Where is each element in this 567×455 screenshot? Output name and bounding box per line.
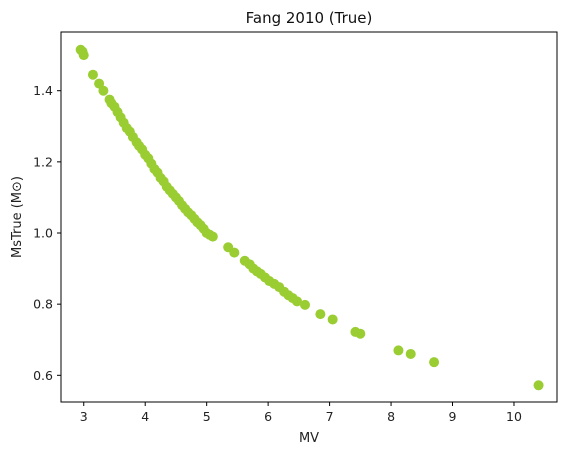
data-point [429,357,440,368]
data-point [327,314,338,325]
y-axis: 0.6 0.8 1.0 1.2 1.4 [33,83,61,383]
data-point [98,85,109,96]
x-tick-label: 4 [141,409,149,424]
data-point [315,309,326,320]
y-tick-label: 1.2 [33,154,53,169]
data-point [405,348,416,359]
data-point [393,345,404,356]
y-tick-label: 0.8 [33,297,53,312]
data-point [355,328,366,339]
data-point [87,69,98,80]
data-point [533,380,544,391]
x-tick-label: 9 [449,409,457,424]
data-point [207,231,218,242]
x-tick-label: 8 [387,409,395,424]
data-points [75,44,544,391]
y-axis-label: MsTrue (M⊙) [10,176,25,258]
data-point [292,296,303,307]
x-tick-label: 7 [326,409,334,424]
x-axis-label: MV [299,431,319,446]
x-tick-label: 10 [506,409,522,424]
chart-title: Fang 2010 (True) [246,9,373,27]
y-tick-label: 1.0 [33,226,53,241]
x-tick-label: 3 [80,409,88,424]
data-point [300,299,311,310]
x-tick-label: 5 [203,409,211,424]
y-tick-label: 1.4 [33,83,53,98]
data-point [78,50,89,61]
plot-area [60,31,558,403]
data-point [229,247,240,258]
x-axis: 3 4 5 6 7 8 9 10 [80,402,522,424]
y-tick-label: 0.6 [33,368,53,383]
x-tick-label: 6 [264,409,272,424]
